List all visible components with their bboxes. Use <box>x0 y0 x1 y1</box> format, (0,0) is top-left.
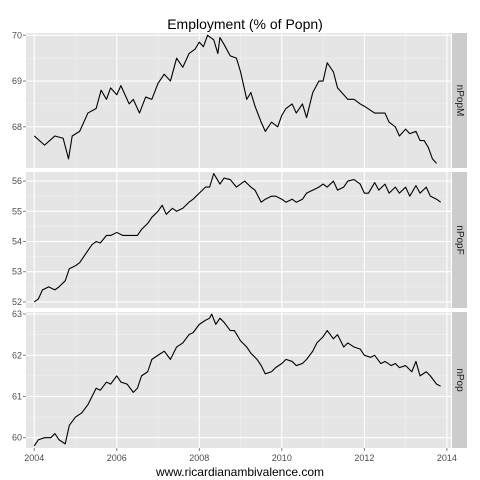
panel-background <box>26 172 451 308</box>
facet-strip-label: nPop <box>454 368 465 392</box>
series-line-nPop <box>33 313 441 447</box>
series-line-nPopM <box>33 34 437 164</box>
facet-strip <box>452 172 467 308</box>
y-tick-label: 69 <box>12 76 22 86</box>
y-tick-label: 55 <box>12 206 22 216</box>
x-tick-label: 2012 <box>354 453 374 463</box>
y-tick-label: 52 <box>12 297 22 307</box>
series-line-nPopF <box>33 172 442 303</box>
x-tick-label: 2004 <box>24 453 44 463</box>
y-tick-label: 63 <box>12 309 22 319</box>
chart-title: Employment (% of Popn) <box>167 16 323 32</box>
facet-strip-label: nPopM <box>454 85 465 117</box>
y-tick-label: 54 <box>12 237 22 247</box>
y-tick-label: 61 <box>12 391 22 401</box>
y-tick-label: 68 <box>12 122 22 132</box>
y-tick-label: 62 <box>12 350 22 360</box>
panel-nPopM: 68 69 70 nPopM <box>12 30 467 168</box>
facet-strip <box>452 312 467 448</box>
x-tick-label: 2010 <box>272 453 292 463</box>
facet-strip-label: nPopF <box>454 225 465 254</box>
panel-background <box>26 33 451 168</box>
x-axis: 2004 2006 2008 2010 2012 2014 <box>24 448 457 463</box>
y-tick-label: 60 <box>12 433 22 443</box>
facet-panels: 68 69 70 nPopM 52 53 54 55 56 nPopF 60 61 62 63 nPop <box>12 30 467 448</box>
panel-nPopF: 52 53 54 55 56 nPopF <box>12 172 467 308</box>
x-tick-label: 2008 <box>189 453 209 463</box>
x-tick-label: 2006 <box>107 453 127 463</box>
y-tick-label: 56 <box>12 176 22 186</box>
panel-nPop: 60 61 62 63 nPop <box>12 309 467 448</box>
facet-strip <box>452 33 467 168</box>
panel-background <box>26 312 451 448</box>
x-tick-label: 2014 <box>437 453 457 463</box>
x-axis-label: www.ricardianambivalence.com <box>155 465 324 479</box>
y-tick-label: 70 <box>12 30 22 40</box>
y-tick-label: 53 <box>12 267 22 277</box>
